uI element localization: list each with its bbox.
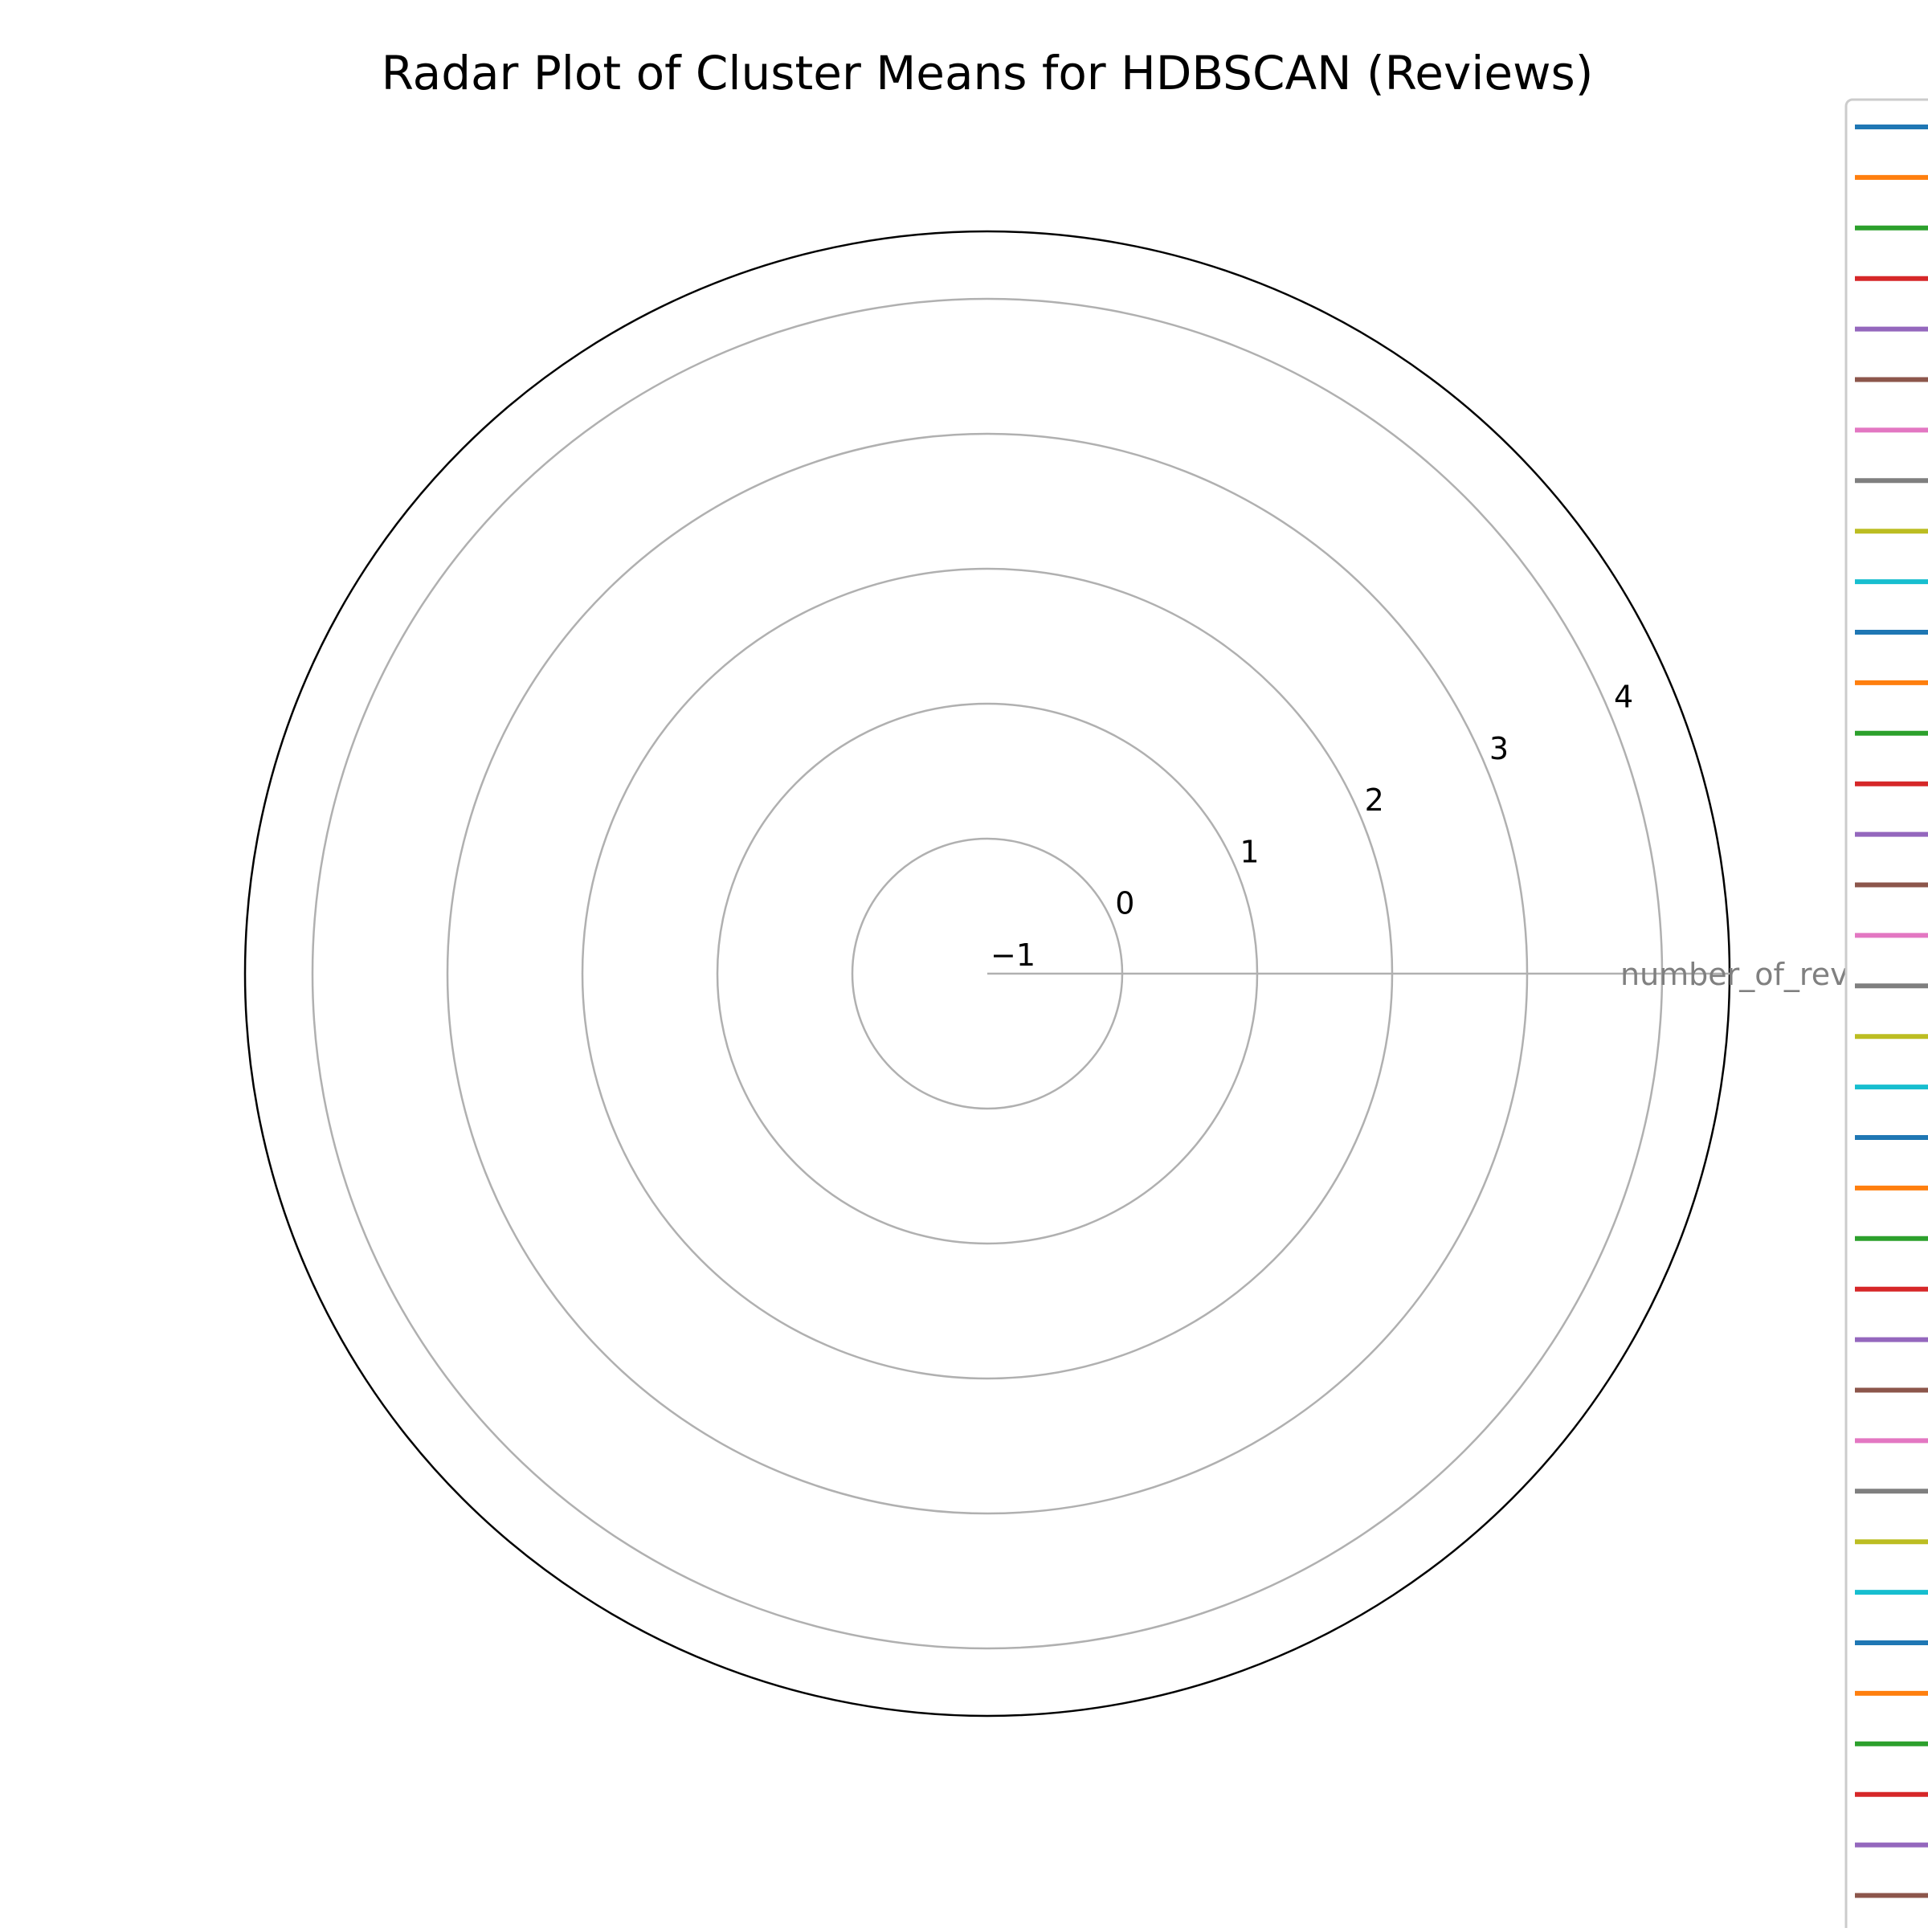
axis-lines: number_of_reviews [987,957,1916,992]
radial-tick-label-2: 1 [1240,834,1259,869]
radial-tick-label-5: 4 [1614,680,1633,715]
radial-tick-label-0: −1 [991,937,1035,973]
radial-tick-label-1: 0 [1115,886,1134,921]
legend-box [1844,98,1928,1932]
chart-title: Radar Plot of Cluster Means for HDBSCAN … [382,46,1594,100]
legend [1844,98,1928,1932]
radial-tick-label-3: 2 [1365,782,1384,818]
radial-tick-label-4: 3 [1489,731,1509,766]
radial-tick-labels: −1 0 1 2 3 4 [991,680,1633,973]
